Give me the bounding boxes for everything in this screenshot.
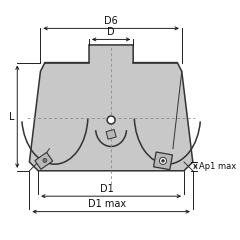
Text: D6: D6 <box>104 16 118 26</box>
Polygon shape <box>106 130 116 139</box>
Text: L: L <box>9 112 14 122</box>
Text: Ap1 max: Ap1 max <box>199 162 236 171</box>
Circle shape <box>159 157 167 164</box>
Text: D1 max: D1 max <box>88 199 126 209</box>
Polygon shape <box>35 152 53 169</box>
Polygon shape <box>29 45 193 171</box>
Text: D1: D1 <box>100 184 114 193</box>
Polygon shape <box>154 152 173 170</box>
Circle shape <box>162 160 164 162</box>
Circle shape <box>43 158 47 162</box>
Text: D: D <box>107 27 115 37</box>
Circle shape <box>107 116 115 124</box>
